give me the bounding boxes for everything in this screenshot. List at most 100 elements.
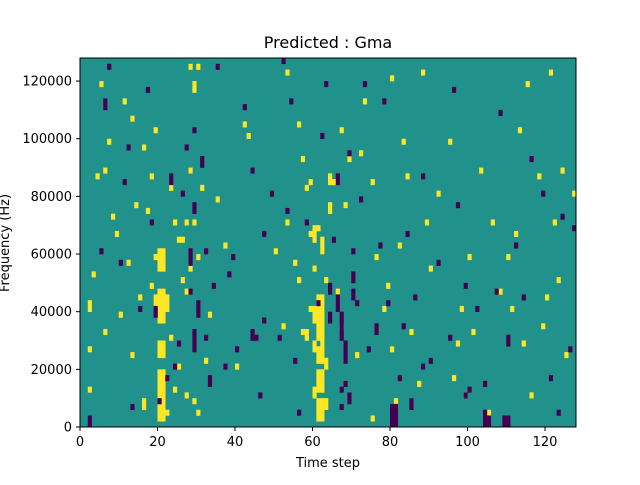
- heatmap-cell-high-103: [335, 288, 340, 295]
- heatmap-cell-low-2: [483, 409, 488, 428]
- heatmap-cell-low-106: [548, 375, 554, 382]
- heatmap-cell-low-37: [138, 305, 143, 312]
- heatmap-cell-high-107: [347, 156, 352, 163]
- heatmap-cell-high-97: [285, 219, 290, 226]
- heatmap-cell-low-95: [463, 282, 468, 289]
- heatmap-cell-low-49: [204, 334, 209, 341]
- heatmap-cell-high-64: [99, 81, 104, 88]
- heatmap-cell-high-0: [157, 369, 162, 422]
- plot-frame: [79, 57, 577, 428]
- heatmap-cell-high-68: [111, 213, 116, 220]
- heatmap-cell-high-150: [552, 219, 557, 226]
- heatmap-cell-high-33: [320, 294, 325, 312]
- heatmap-cell-low-109: [568, 346, 573, 353]
- heatmap-cell-high-15: [180, 236, 185, 243]
- heatmap-cell-low-104: [529, 156, 534, 163]
- heatmap-cell-high-18: [173, 386, 178, 393]
- y-tick-label-3: 60000: [31, 248, 72, 263]
- heatmap-cell-low-62: [281, 58, 286, 65]
- heatmap-cell-high-134: [471, 328, 476, 336]
- heatmap-cell-high-118: [393, 398, 399, 405]
- heatmap-cell-high-131: [459, 305, 464, 312]
- heatmap-cell-low-44: [173, 363, 178, 370]
- heatmap-cell-high-84: [173, 219, 178, 226]
- heatmap-cell-low-19: [262, 317, 267, 324]
- heatmap-cell-high-111: [370, 415, 375, 422]
- heatmap-cell-low-100: [498, 109, 503, 116]
- heatmap-cell-high-124: [421, 69, 426, 76]
- heatmap-cell-high-141: [514, 230, 519, 238]
- heatmap-cell-low-46: [180, 190, 185, 197]
- heatmap-cell-low-26: [347, 392, 352, 405]
- heatmap-cell-low-79: [362, 81, 368, 88]
- heatmap-cell-high-99: [297, 121, 302, 128]
- x-tick-label-6: 120: [533, 435, 558, 450]
- heatmap-cell-high-51: [308, 230, 313, 238]
- heatmap-cell-high-101: [308, 179, 313, 186]
- heatmap-cell-low-110: [572, 225, 577, 232]
- heatmap-cell-low-63: [285, 207, 290, 214]
- heatmap-cell-high-35: [312, 340, 317, 353]
- heatmap-cell-high-27: [320, 369, 325, 393]
- heatmap-cell-high-147: [541, 323, 546, 330]
- heatmap-cell-high-125: [424, 219, 430, 226]
- heatmap-cell-high-28: [316, 346, 321, 364]
- heatmap-cell-high-12: [165, 294, 170, 312]
- heatmap-cell-high-121: [405, 173, 410, 180]
- heatmap-cell-high-57: [196, 63, 201, 70]
- heatmap-cell-high-19: [169, 334, 174, 341]
- heatmap-cell-high-63: [95, 173, 100, 180]
- heatmap-cell-high-26: [316, 369, 321, 393]
- heatmap-cell-low-41: [157, 398, 162, 405]
- heatmap-cell-low-13: [192, 202, 197, 214]
- heatmap-cell-low-90: [428, 357, 433, 364]
- heatmap-cell-low-1: [393, 403, 399, 428]
- heatmap-cell-low-96: [467, 386, 472, 393]
- heatmap-cell-low-55: [235, 346, 240, 353]
- heatmap-cell-low-87: [405, 230, 410, 238]
- heatmap-cell-low-98: [483, 380, 488, 387]
- heatmap-cell-low-105: [541, 190, 546, 197]
- heatmap-cell-high-133: [467, 254, 472, 261]
- heatmap-cell-high-54: [196, 254, 201, 261]
- heatmap-cell-low-66: [297, 409, 302, 416]
- heatmap-cell-high-43: [324, 277, 329, 284]
- heatmap-cell-high-24: [316, 398, 321, 422]
- y-axis: 0 20000 40000 60000 80000 100000 120000: [22, 75, 80, 436]
- heatmap-cell-high-92: [235, 363, 240, 370]
- heatmap-cell-low-85: [397, 375, 402, 382]
- heatmap-cell-high-77: [142, 398, 147, 410]
- heatmap-cell-high-153: [564, 352, 569, 359]
- heatmap-cell-high-149: [548, 69, 554, 76]
- heatmap-cell-high-71: [122, 98, 127, 105]
- x-tick-label-0: 0: [76, 435, 84, 450]
- heatmap-cell-high-4: [157, 305, 162, 324]
- heatmap-cell-high-113: [374, 254, 379, 261]
- heatmap-cell-high-62: [91, 271, 96, 278]
- x-tick-label-3: 60: [304, 435, 321, 450]
- heatmap-cell-high-72: [126, 259, 131, 266]
- heatmap-cell-high-17: [180, 277, 185, 284]
- heatmap-cell-high-81: [149, 173, 154, 180]
- heatmap-cell-low-48: [192, 127, 197, 134]
- heatmap-cell-high-52: [304, 184, 309, 191]
- heatmap-cell-high-106: [343, 202, 348, 209]
- chart-title: Predicted : Gma: [264, 33, 392, 52]
- heatmap-cell-low-42: [165, 375, 170, 382]
- heatmap-cell-high-47: [300, 328, 306, 336]
- heatmap-cell-high-123: [417, 380, 422, 387]
- heatmap-cell-low-3: [486, 415, 492, 428]
- heatmap-cell-high-85: [188, 265, 193, 272]
- heatmap-cell-high-39: [312, 225, 317, 243]
- heatmap-cell-high-10: [161, 248, 166, 272]
- heatmap-cell-high-79: [145, 207, 151, 214]
- heatmap-cell-low-103: [521, 294, 526, 301]
- heatmap-cell-high-16: [176, 363, 182, 370]
- plot-area: [79, 57, 577, 428]
- heatmap-cell-high-58: [200, 184, 205, 191]
- heatmap-cell-low-60: [269, 190, 275, 197]
- heatmap-cell-low-18: [254, 334, 259, 341]
- heatmap-cell-low-51: [215, 63, 220, 70]
- heatmap-cell-low-40: [153, 305, 158, 318]
- heatmap-cell-low-82: [378, 242, 383, 249]
